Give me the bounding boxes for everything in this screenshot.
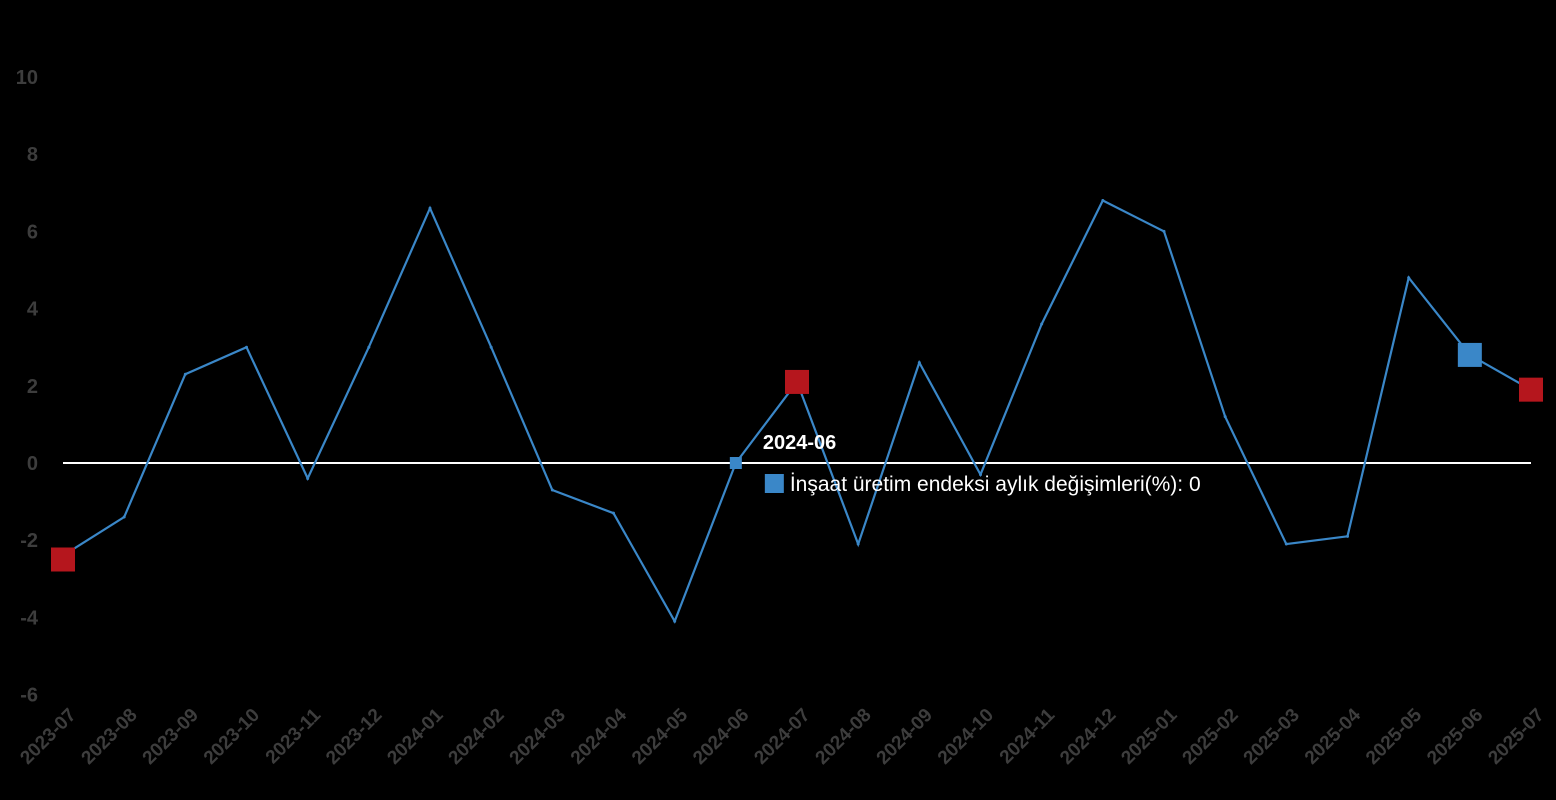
data-point [183, 372, 187, 376]
x-tick-label: 2024-06 [689, 705, 753, 769]
y-tick-label: 2 [27, 376, 38, 398]
data-point [856, 542, 860, 546]
tooltip-title: 2024-06 [763, 432, 836, 454]
y-tick-label: -6 [20, 685, 38, 707]
x-tick-label: 2023-10 [200, 705, 264, 769]
x-tick-label: 2024-12 [1056, 705, 1120, 769]
x-tick-label: 2024-03 [506, 705, 570, 769]
data-point [1346, 534, 1349, 538]
x-tick-label: 2024-01 [383, 704, 447, 768]
highlight-marker[interactable] [785, 369, 809, 394]
x-tick-label: 2025-07 [1484, 705, 1548, 769]
x-tick-label: 2024-08 [812, 705, 876, 769]
tooltip-swatch [764, 474, 784, 493]
x-tick-label: 2025-05 [1362, 704, 1426, 768]
x-axis: 2023-072023-082023-092023-102023-112023-… [16, 704, 1548, 768]
hover-point-marker[interactable] [729, 457, 742, 469]
y-tick-label: 10 [16, 67, 38, 89]
marker-layer[interactable] [51, 342, 1543, 572]
data-point [1162, 229, 1166, 233]
data-point [489, 345, 493, 349]
series-layer [61, 199, 1533, 624]
tooltip: 2024-06 İnşaat üretim endeksi aylık deği… [763, 432, 1201, 496]
x-tick-label: 2024-05 [628, 704, 692, 768]
x-tick-label: 2023-11 [262, 704, 326, 768]
data-point [1284, 542, 1288, 546]
x-tick-label: 2025-06 [1423, 705, 1487, 769]
x-tick-label: 2024-07 [750, 705, 814, 769]
highlight-marker[interactable] [1457, 342, 1482, 367]
x-tick-label: 2024-04 [567, 704, 631, 768]
x-tick-label: 2024-02 [445, 705, 509, 769]
x-tick-label: 2023-08 [78, 705, 142, 769]
y-tick-label: 4 [27, 299, 39, 321]
series-line [62, 199, 1532, 624]
x-tick-label: 2024-09 [873, 705, 937, 769]
x-tick-label: 2024-11 [996, 704, 1060, 768]
tooltip-text: İnşaat üretim endeksi aylık değişimleri(… [790, 473, 1201, 496]
data-point [1040, 322, 1044, 326]
data-point [673, 619, 677, 623]
data-point [917, 361, 921, 365]
y-tick-label: 6 [27, 221, 38, 243]
y-tick-label: 0 [27, 453, 38, 475]
x-tick-label: 2025-02 [1179, 705, 1243, 769]
x-tick-label: 2025-04 [1301, 704, 1365, 768]
x-tick-label: 2025-01 [1117, 704, 1181, 768]
data-point [612, 511, 615, 515]
data-point [550, 488, 554, 492]
y-tick-label: -2 [20, 530, 38, 552]
highlight-marker[interactable] [51, 547, 75, 572]
data-point [1101, 199, 1105, 203]
x-tick-label: 2024-10 [934, 705, 998, 769]
x-tick-label: 2023-12 [322, 705, 386, 769]
highlight-marker[interactable] [1519, 377, 1543, 402]
y-tick-label: 8 [27, 144, 38, 166]
data-point [1407, 276, 1411, 280]
x-tick-label: 2025-03 [1240, 705, 1304, 769]
data-point [979, 473, 982, 477]
data-point [122, 515, 126, 519]
y-tick-label: -4 [20, 607, 39, 629]
x-tick-label: 2023-09 [139, 705, 203, 769]
data-point [428, 206, 432, 210]
y-axis: 10 8 6 4 2 0 -2 -4 -6 [16, 67, 39, 707]
data-point [245, 345, 248, 349]
data-point [367, 345, 371, 349]
x-tick-label: 2023-07 [16, 705, 80, 769]
data-point [306, 476, 310, 480]
data-point [1223, 415, 1227, 419]
